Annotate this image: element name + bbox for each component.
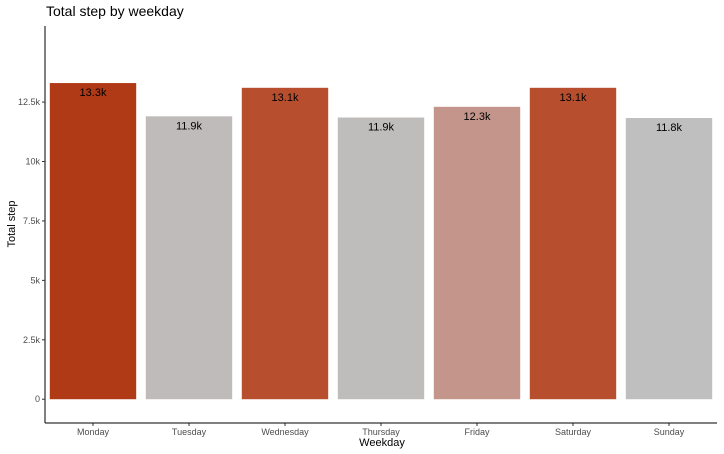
y-tick-label: 0: [35, 394, 40, 404]
x-axis: Monday Tuesday Wednesday Thursday Friday Satu…: [45, 422, 717, 437]
x-tick-label-tuesday: Tuesday: [172, 427, 207, 437]
data-label-saturday: 13.1k: [560, 92, 587, 104]
bar-tuesday: [145, 116, 233, 400]
data-label-friday: 12.3k: [464, 111, 491, 123]
y-tick-label: 5k: [30, 275, 40, 285]
bars-group: [49, 83, 713, 400]
chart-title: Total step by weekday: [46, 3, 184, 19]
data-label-sunday: 11.8k: [656, 122, 683, 134]
data-label-monday: 13.3k: [80, 87, 107, 99]
bar-monday: [49, 83, 137, 400]
x-tick-label-wednesday: Wednesday: [261, 427, 309, 437]
bar-wednesday: [241, 87, 329, 400]
x-axis-title: Weekday: [359, 437, 405, 449]
x-tick-label-monday: Monday: [77, 427, 110, 437]
y-tick-label: 7.5k: [23, 216, 41, 226]
data-label-tuesday: 11.9k: [176, 120, 203, 132]
y-tick-label: 2.5k: [23, 335, 41, 345]
y-axis: 0 2.5k 5k 7.5k 10k 12.5k: [18, 26, 46, 423]
bar-friday: [433, 106, 521, 400]
y-tick-label: 10k: [25, 157, 40, 167]
y-tick-label: 12.5k: [18, 97, 41, 107]
data-labels-group: 13.3k 11.9k 13.1k 11.9k 12.3k 13.1k 11.8k: [80, 87, 683, 134]
bar-saturday: [529, 87, 617, 400]
x-tick-label-sunday: Sunday: [654, 427, 685, 437]
x-tick-label-saturday: Saturday: [555, 427, 592, 437]
data-label-thursday: 11.9k: [368, 122, 395, 134]
bar-sunday: [625, 117, 713, 400]
data-label-wednesday: 13.1k: [272, 92, 299, 104]
bar-thursday: [337, 117, 425, 400]
y-axis-title: Total step: [6, 200, 18, 247]
x-tick-label-friday: Friday: [464, 427, 490, 437]
x-tick-label-thursday: Thursday: [362, 427, 400, 437]
